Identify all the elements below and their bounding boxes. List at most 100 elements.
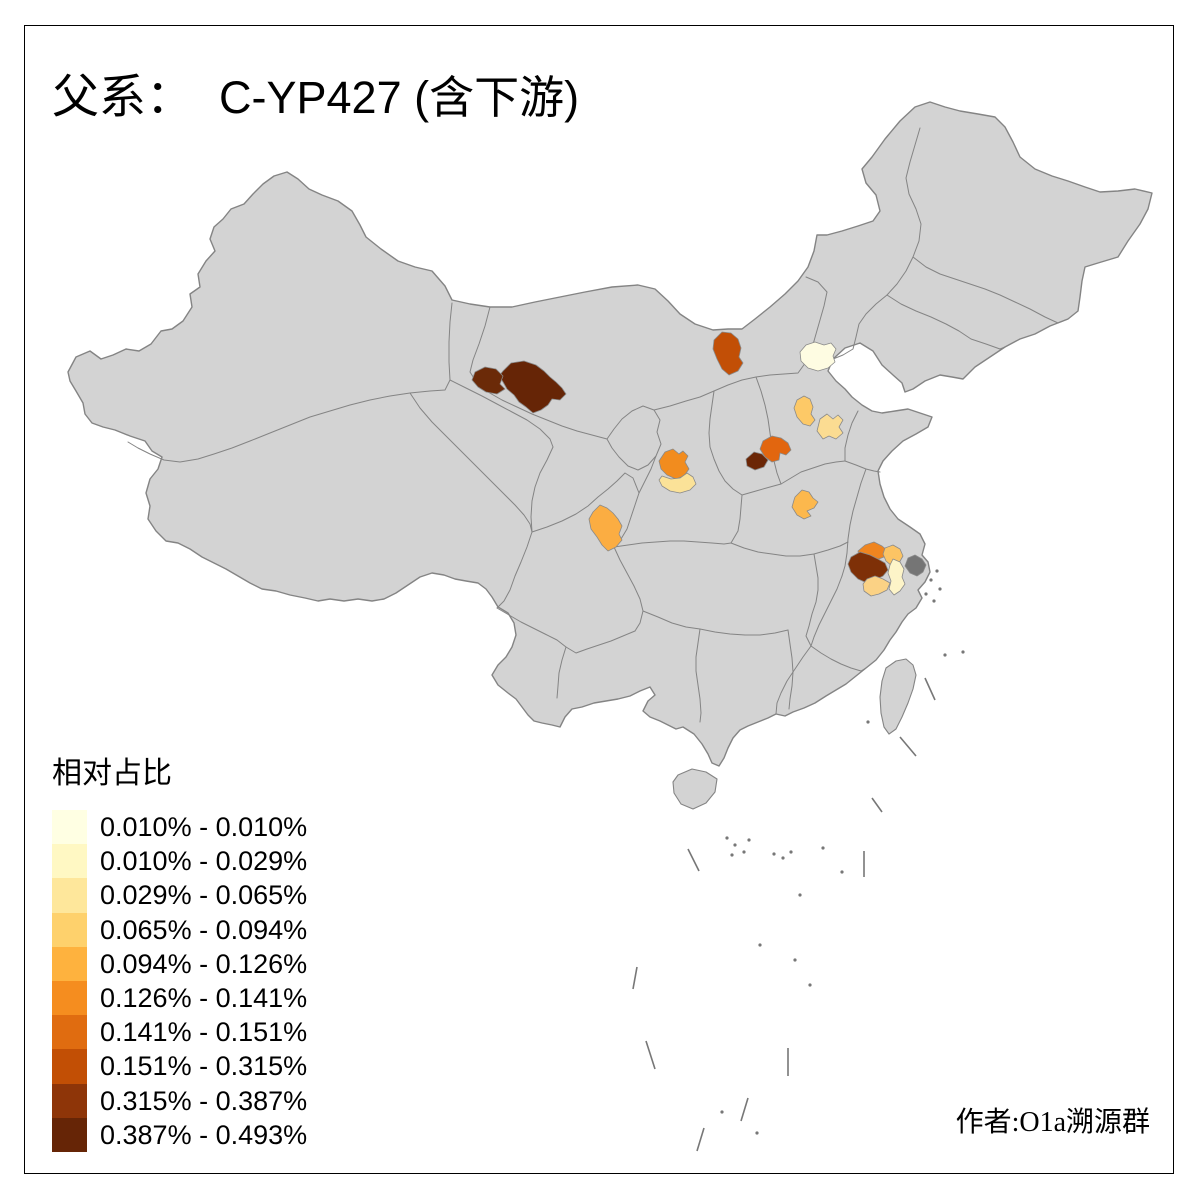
- legend-swatch-0: [52, 810, 87, 845]
- province-border-22: [565, 630, 636, 654]
- province-border-14: [613, 494, 743, 548]
- sea-dash-8: [696, 1127, 705, 1152]
- sea-dot-10: [821, 846, 825, 850]
- sea-dot-14: [755, 1131, 759, 1135]
- highlight-yuncheng: [745, 451, 769, 471]
- highlight-delta-pale: [862, 575, 891, 597]
- province-border-2: [496, 531, 533, 609]
- province-border-9: [653, 276, 828, 411]
- province-border-19: [775, 645, 812, 715]
- sea-dot-9: [789, 850, 793, 854]
- taiwan-island: [879, 658, 917, 735]
- sea-dot-22: [929, 578, 933, 582]
- legend-row-6: 0.141% - 0.151%: [52, 1015, 308, 1050]
- legend-swatch-7: [52, 1049, 87, 1084]
- sea-dot-19: [924, 592, 928, 596]
- sea-dot-20: [932, 599, 936, 603]
- province-border-12: [741, 460, 846, 496]
- sea-dot-6: [747, 838, 751, 842]
- sea-dot-13: [720, 1110, 724, 1114]
- legend-row-2: 0.029% - 0.065%: [52, 878, 308, 913]
- legend-label-3: 0.065% - 0.094%: [100, 914, 308, 945]
- page-title: 父系： C-YP427 (含下游): [52, 58, 579, 127]
- sea-dot-4: [742, 850, 746, 854]
- sea-dot-23: [935, 569, 939, 573]
- province-border-11: [708, 390, 743, 496]
- sea-dot-12: [798, 893, 802, 897]
- sea-dot-16: [793, 958, 797, 962]
- legend-title: 相对占比: [52, 757, 172, 790]
- sea-dash-9: [632, 966, 638, 990]
- province-border-17: [810, 575, 843, 647]
- legend-label-6: 0.141% - 0.151%: [100, 1017, 308, 1048]
- sea-dash-7: [740, 1097, 749, 1122]
- sea-dash-5: [645, 1040, 656, 1070]
- province-border-15: [730, 541, 849, 557]
- sea-dash-0: [924, 677, 936, 701]
- legend-swatch-1: [52, 844, 87, 879]
- legend-label-7: 0.151% - 0.315%: [100, 1051, 308, 1082]
- legend-swatch-2: [52, 878, 87, 913]
- legend-label-1: 0.010% - 0.029%: [100, 846, 308, 877]
- province-border-13: [844, 410, 881, 473]
- province-border-1: [409, 392, 533, 533]
- sea-dot-18: [866, 720, 870, 724]
- legend-swatch-5: [52, 980, 87, 1016]
- shanghai-islands-gray: [904, 554, 927, 577]
- highlight-beijing: [799, 341, 837, 372]
- province-border-0: [127, 302, 453, 463]
- sea-dash-2: [871, 797, 883, 813]
- sea-dot-7: [772, 852, 776, 856]
- highlight-gansu-main: [498, 360, 567, 414]
- legend-row-9: 0.387% - 0.493%: [52, 1117, 308, 1152]
- legend-label-5: 0.126% - 0.141%: [100, 982, 308, 1013]
- province-border-16: [841, 468, 867, 577]
- legend-row-3: 0.065% - 0.094%: [52, 912, 308, 947]
- province-border-30: [886, 294, 1006, 350]
- legend-label-9: 0.387% - 0.493%: [100, 1119, 308, 1150]
- legend: 相对占比 0.010% - 0.010% 0.010% - 0.029% 0.029…: [52, 748, 307, 1152]
- sea-dot-2: [725, 836, 729, 840]
- province-border-20: [613, 546, 644, 632]
- legend-swatch-4: [52, 946, 87, 981]
- sea-dot-0: [943, 653, 947, 657]
- legend-label-8: 0.315% - 0.387%: [100, 1085, 308, 1116]
- hainan-island: [672, 768, 718, 810]
- province-border-6: [606, 405, 662, 471]
- title-main: C-YP427 (含下游): [219, 72, 580, 123]
- highlight-delta-cream: [887, 558, 906, 596]
- legend-label-0: 0.010% - 0.010%: [100, 812, 308, 842]
- sea-dot-3: [733, 843, 737, 847]
- province-border-3: [449, 379, 554, 448]
- sea-dash-4: [687, 848, 700, 872]
- legend-row-1: 0.010% - 0.029%: [52, 844, 308, 879]
- sea-dot-15: [808, 983, 812, 987]
- attribution-text: 作者:O1a溯源群: [955, 1107, 1150, 1138]
- sea-dot-21: [938, 587, 942, 591]
- province-border-21: [496, 607, 567, 648]
- legend-swatch-8: [52, 1083, 87, 1118]
- province-border-7: [613, 455, 657, 548]
- province-border-27: [805, 553, 819, 647]
- legend-rows: 0.010% - 0.010% 0.010% - 0.029% 0.029% - 0…: [52, 810, 307, 1152]
- title-prefix: 父系：: [52, 72, 193, 124]
- highlight-shaanxi-pale: [658, 472, 697, 494]
- legend-row-8: 0.315% - 0.387%: [52, 1083, 308, 1118]
- highlight-shandong: [816, 413, 844, 440]
- highlight-ulanqab: [712, 331, 744, 376]
- legend-swatch-6: [52, 1015, 87, 1050]
- highlight-shaanxi-orange: [658, 448, 690, 480]
- highlight-hebei: [793, 395, 816, 427]
- legend-row-0: 0.010% - 0.010%: [52, 810, 308, 845]
- legend-label-2: 0.029% - 0.065%: [100, 880, 308, 911]
- legend-swatch-9: [52, 1117, 87, 1152]
- legend-row-7: 0.151% - 0.315%: [52, 1049, 308, 1084]
- sea-dot-11: [840, 870, 844, 874]
- highlight-delta-brown: [847, 551, 889, 584]
- legend-row-4: 0.094% - 0.126%: [52, 946, 307, 981]
- highlight-gansu-west: [471, 366, 506, 395]
- province-border-28: [832, 127, 922, 360]
- province-border-25: [787, 629, 794, 710]
